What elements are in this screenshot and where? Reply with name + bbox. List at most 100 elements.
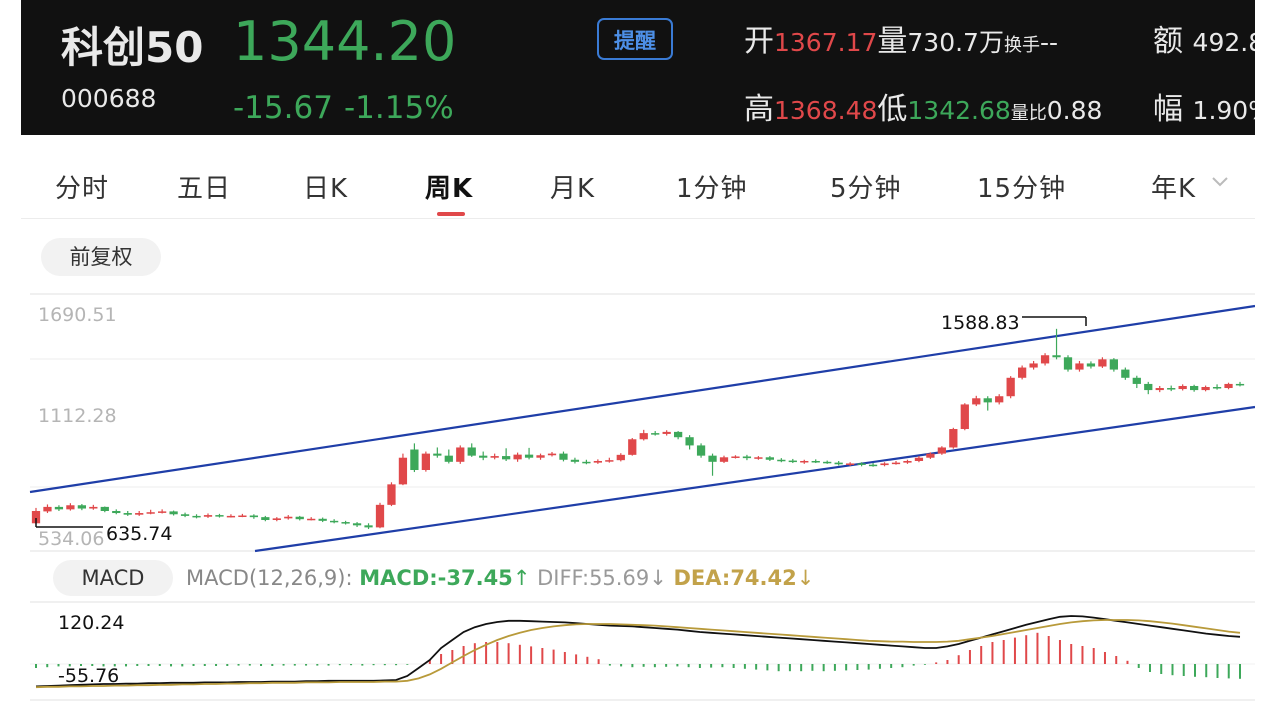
price-label-top: 1690.51	[38, 304, 117, 326]
index-code: 000688	[61, 84, 157, 113]
candle-body	[284, 516, 293, 519]
candle-body	[685, 437, 694, 446]
candle-body	[1121, 369, 1130, 378]
candle-body	[674, 431, 683, 438]
max-annotation: 1588.83	[941, 312, 1087, 334]
chevron-down-icon[interactable]	[1211, 176, 1229, 188]
candle-body	[1190, 385, 1199, 391]
remind-button[interactable]: 提醒	[597, 18, 673, 60]
price-change: -15.67	[233, 90, 333, 126]
candle-body	[914, 457, 924, 461]
candle-body	[123, 513, 132, 515]
candle-body	[593, 460, 602, 463]
candle-body	[410, 449, 419, 471]
candle-body	[1006, 377, 1015, 397]
candle-body	[272, 518, 281, 521]
candle-body	[972, 398, 981, 405]
candle-body	[158, 511, 167, 513]
arrow-down-icon: ↓	[649, 566, 667, 590]
low-label: 低	[877, 92, 908, 127]
open-value: 1367.17	[774, 28, 878, 57]
tab-day-k[interactable]: 日K	[303, 174, 349, 204]
volume-label: 量	[877, 24, 908, 59]
index-name: 科创50	[61, 23, 204, 72]
candle-body	[983, 398, 992, 403]
tab-1-minute[interactable]: 1分钟	[676, 174, 748, 204]
dea-line	[35, 619, 1241, 689]
candle-body	[180, 514, 190, 516]
candle-body	[261, 517, 270, 521]
forward-adjust-button[interactable]: 前复权	[41, 238, 161, 276]
price-change-pct: -1.15%	[344, 90, 454, 126]
tab-week-k[interactable]: 周K	[425, 174, 474, 204]
candle-body	[616, 454, 625, 461]
candle-body	[811, 460, 820, 463]
candle-body	[582, 461, 591, 464]
candle-body	[444, 455, 453, 462]
trend-channel	[29, 304, 1256, 553]
candle-body	[43, 506, 52, 512]
candle-body	[834, 462, 843, 465]
amplitude-label: 幅	[1153, 92, 1183, 127]
candle-body	[1029, 363, 1038, 368]
high-label: 高	[744, 92, 774, 127]
quote-header: 科创50 000688 1344.20 -15.67 -1.15% 提醒 开13…	[21, 0, 1255, 135]
tab-minute[interactable]: 分时	[55, 174, 110, 204]
candle-body	[203, 515, 213, 517]
candle-body	[479, 455, 488, 458]
candle-body	[960, 404, 969, 430]
candle-body	[31, 510, 41, 524]
tab-month-k[interactable]: 月K	[550, 174, 596, 204]
candle-body	[628, 439, 637, 455]
candle-body	[215, 515, 224, 517]
tab-15-minute[interactable]: 15分钟	[977, 174, 1067, 204]
dea-value: DEA:74.42	[673, 566, 797, 590]
channel-lower-line	[254, 405, 1256, 553]
candle-body	[364, 525, 373, 528]
candle-body	[330, 520, 339, 523]
candle-body	[112, 510, 121, 514]
candle-body	[1224, 383, 1233, 389]
candle-body	[1018, 367, 1027, 378]
candle-body	[696, 445, 706, 456]
candle-body	[949, 429, 958, 448]
candle-body	[823, 461, 832, 464]
candle-body	[742, 456, 752, 459]
candle-body	[146, 512, 155, 514]
right-edge	[1255, 0, 1280, 722]
candle-body	[375, 504, 385, 528]
candle-body	[880, 463, 889, 466]
volume-ratio-value: 0.88	[1046, 96, 1103, 125]
macd-bottom-label: -55.76	[58, 665, 119, 687]
candle-body	[570, 459, 580, 462]
amplitude-stat: 幅 1.90%	[1153, 84, 1255, 128]
tab-5-minute[interactable]: 5分钟	[830, 174, 902, 204]
candle-body	[1144, 383, 1153, 391]
min-price-label: 635.74	[106, 523, 172, 545]
tab-year-k[interactable]: 年K	[1151, 174, 1197, 204]
candle-body	[1235, 383, 1245, 386]
candle-body	[846, 463, 855, 465]
candle-body	[536, 455, 545, 458]
candle-body	[1167, 388, 1176, 390]
tab-five-day[interactable]: 五日	[177, 174, 232, 204]
candle-body	[1052, 355, 1061, 358]
candle-body	[662, 431, 671, 434]
open-label: 开	[744, 24, 774, 59]
macd-top-label: 120.24	[58, 612, 124, 634]
candle-body	[54, 506, 64, 510]
candle-body	[708, 455, 717, 462]
turnover-value: --	[1039, 28, 1059, 57]
candle-body	[89, 506, 98, 509]
candle-body	[1075, 363, 1084, 370]
candle-body	[903, 460, 912, 463]
period-tab-bar: 分时 五日 日K 周K 月K 1分钟 5分钟 15分钟 年K	[21, 148, 1255, 219]
candle-body	[513, 454, 522, 460]
candle-body	[66, 505, 75, 510]
candle-body	[524, 454, 534, 458]
arrow-down-icon: ↓	[796, 566, 815, 590]
macd-indicator-button[interactable]: MACD	[53, 560, 173, 596]
candle-body	[788, 460, 797, 463]
candle-body	[868, 464, 878, 467]
